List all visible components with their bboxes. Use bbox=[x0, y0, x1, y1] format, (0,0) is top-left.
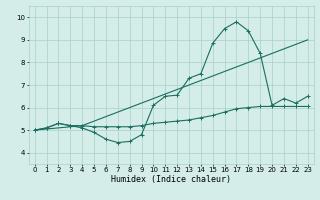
X-axis label: Humidex (Indice chaleur): Humidex (Indice chaleur) bbox=[111, 175, 231, 184]
